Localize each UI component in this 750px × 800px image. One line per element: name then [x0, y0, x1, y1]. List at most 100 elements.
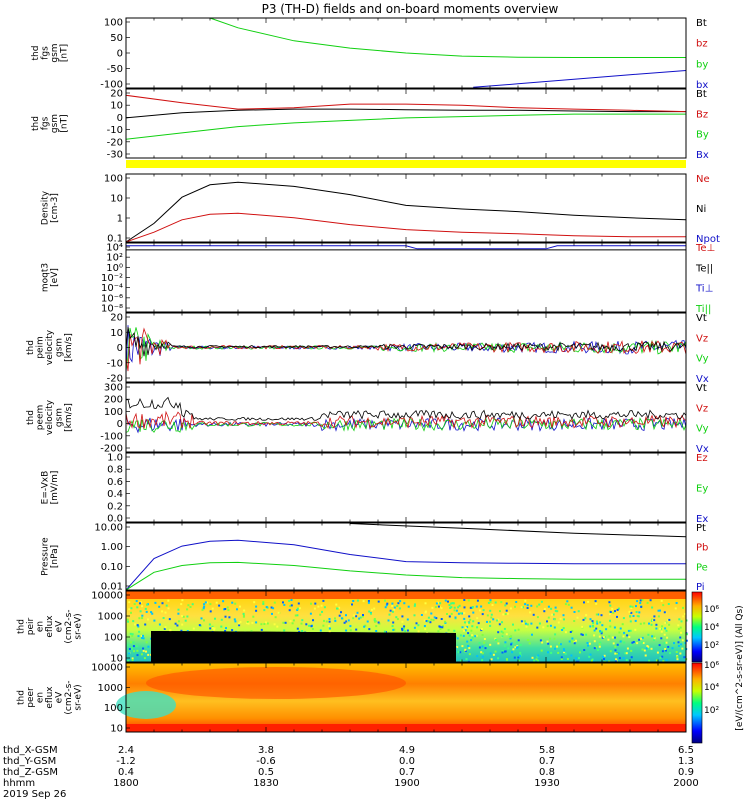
spectrogram-pixel — [128, 652, 131, 655]
spectrogram-pixel — [496, 639, 499, 642]
spectrogram-pixel — [647, 645, 650, 648]
spectrogram-pixel — [288, 609, 291, 612]
spectrogram-pixel — [554, 647, 556, 650]
spectrogram-pixel — [439, 602, 442, 605]
y-axis-label: fgs — [40, 116, 50, 130]
spectrogram-pixel — [243, 609, 246, 612]
spectrogram-pixel — [236, 608, 238, 611]
spectrogram-pixel — [554, 609, 557, 612]
spectrogram-pixel — [682, 606, 684, 609]
spectrogram-pixel — [131, 633, 134, 636]
spectrogram-pixel — [251, 621, 254, 624]
spectrogram-pixel — [637, 615, 640, 618]
y-axis-label: thd — [31, 116, 41, 131]
spectrogram-pixel — [651, 635, 654, 638]
spectrogram-pixel — [392, 628, 395, 631]
spectrogram-pixel — [449, 607, 452, 609]
spectrogram-pixel — [480, 651, 483, 654]
spectrogram-pixel — [662, 660, 665, 663]
spectrogram-pixel — [550, 651, 553, 654]
spectrogram-pixel — [384, 599, 386, 602]
spectrogram-pixel — [231, 629, 234, 632]
spectrogram-pixel — [515, 641, 518, 644]
spectrogram-pixel — [435, 602, 438, 605]
spectrogram-pixel — [489, 600, 492, 603]
spectrogram-pixel — [490, 658, 493, 661]
y-axis-label: moqt3 — [40, 263, 50, 292]
series-line-green — [125, 417, 687, 433]
spectrogram-pixel — [574, 657, 577, 660]
spectrogram-pixel — [601, 624, 604, 627]
time-row-label: 2019 Sep 26 — [3, 789, 66, 800]
y-axis-label: [nT] — [59, 114, 69, 132]
spectrogram-pixel — [679, 626, 682, 629]
legend-entry: By — [696, 130, 709, 141]
spectrogram-pixel — [598, 643, 601, 646]
y-tick-label: 10⁴ — [106, 243, 123, 254]
spectrogram-pixel — [447, 628, 450, 631]
spectrogram-pixel — [489, 609, 492, 612]
spectrogram-pixel — [501, 621, 503, 624]
spectrogram-pixel — [653, 635, 656, 638]
spectrogram-pixel — [297, 602, 300, 605]
spectrogram-pixel — [556, 610, 559, 613]
spectrogram-pixel — [481, 652, 484, 655]
spectrogram-pixel — [588, 642, 591, 645]
spectrogram-pixel — [215, 601, 218, 604]
spectrogram-pixel — [614, 645, 617, 648]
spectrogram-pixel — [505, 658, 508, 661]
spectrogram-pixel — [621, 623, 624, 626]
spectrogram-pixel — [165, 604, 168, 607]
spectrogram-pixel — [370, 608, 373, 611]
spectrogram-pixel — [536, 655, 539, 658]
spectrogram-pixel — [585, 614, 588, 617]
spectrogram-pixel — [388, 613, 391, 616]
spectrogram-pixel — [563, 618, 565, 621]
y-tick-label: 0.8 — [107, 465, 123, 476]
spectrogram-pixel — [558, 645, 561, 648]
y-tick-label: 0.6 — [107, 477, 123, 488]
y-axis-label: Pressure — [40, 537, 50, 576]
spectrogram-pixel — [489, 624, 492, 627]
spectrogram-pixel — [224, 608, 227, 610]
legend-entry: Pb — [696, 543, 708, 554]
spectrogram-pixel — [546, 640, 549, 643]
spectrogram-pixel — [622, 657, 625, 660]
spectrogram-pixel — [246, 621, 249, 623]
spectrogram-pixel — [406, 629, 409, 632]
spectrogram-pixel — [463, 612, 466, 615]
spectrogram-pixel — [684, 642, 687, 645]
spectrogram-pixel — [521, 622, 524, 625]
y-axis-label: en — [36, 621, 46, 632]
spectrogram-pixel — [581, 633, 584, 636]
legend-entry: Ni — [696, 204, 706, 215]
spectrogram-pixel — [441, 626, 444, 629]
spectrogram-pixel — [645, 647, 648, 650]
spectrogram-pixel — [328, 620, 331, 623]
y-axis-label: gsm — [50, 43, 60, 62]
y-tick-label: 0.1 — [107, 234, 123, 245]
spectrogram-pixel — [132, 641, 135, 644]
spectrogram-pixel — [602, 636, 605, 639]
spectrogram-pixel — [611, 607, 614, 610]
y-tick-label: 10 — [110, 194, 123, 205]
spectrogram-pixel — [640, 641, 643, 644]
spectrogram-pixel — [301, 630, 304, 632]
spectrogram-pixel — [142, 649, 145, 652]
spectrogram-pixel — [556, 645, 559, 648]
spectrogram-pixel — [546, 620, 548, 623]
spectrogram-pixel — [181, 615, 183, 617]
spectrogram-pixel — [277, 611, 280, 614]
spectrogram-pixel — [557, 651, 560, 654]
spectrogram-pixel — [413, 604, 416, 607]
spectrogram-pixel — [158, 623, 161, 626]
spectrogram-pixel — [136, 649, 139, 652]
spectrogram-pixel — [486, 614, 489, 617]
spectrogram-pixel — [507, 647, 510, 650]
spectrogram-pixel — [543, 608, 546, 611]
spectrogram-pixel — [347, 619, 350, 622]
y-axis-label: [nPa] — [50, 545, 60, 568]
spectrogram-pixel — [595, 613, 598, 616]
spectrogram-pixel — [616, 643, 619, 646]
spectrogram-pixel — [648, 622, 650, 625]
